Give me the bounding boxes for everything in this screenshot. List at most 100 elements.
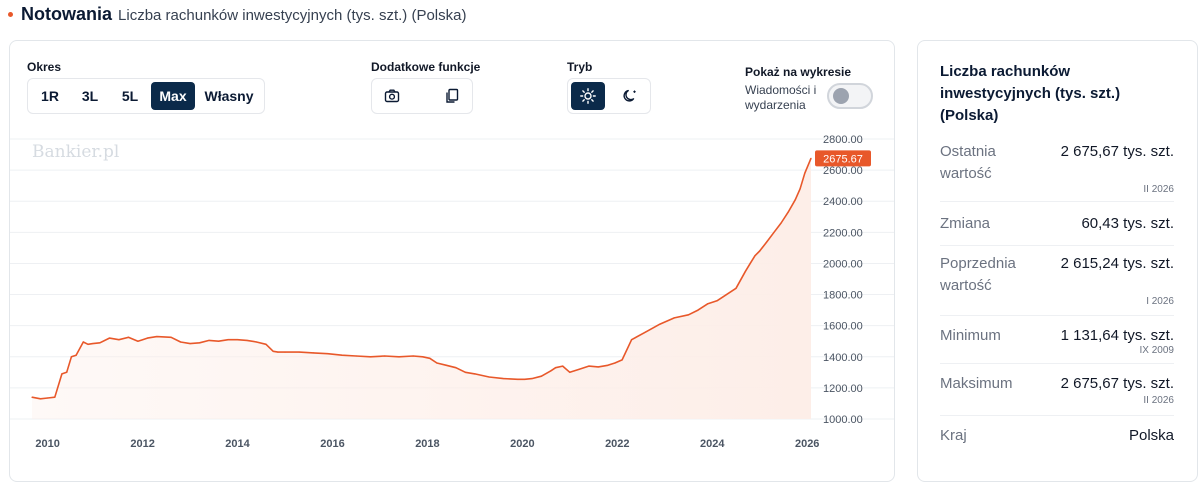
data-point [754, 255, 756, 257]
data-point [614, 362, 616, 364]
data-point [189, 342, 191, 345]
y-tick-label: 2400.00 [823, 196, 863, 208]
summary-row-country: Kraj Polska [940, 425, 1174, 455]
data-point [137, 340, 139, 342]
data-point [621, 359, 623, 361]
data-point [645, 331, 647, 333]
data-point [725, 293, 728, 296]
period-selector: 1R 3L 5L Max Własny [27, 78, 265, 114]
data-point [246, 339, 248, 342]
y-tick-label: 2000.00 [823, 258, 863, 270]
x-tick-label: 2010 [35, 438, 59, 450]
data-point [412, 355, 414, 357]
data-point [759, 250, 761, 252]
data-point [550, 370, 552, 372]
data-point [706, 303, 709, 305]
data-point [488, 376, 490, 378]
data-point [455, 367, 457, 369]
data-point [502, 377, 504, 380]
x-tick-label: 2014 [225, 438, 250, 450]
summary-label: Poprzednia wartość [940, 255, 1016, 294]
x-tick-label: 2024 [700, 438, 725, 450]
divider [940, 245, 1174, 246]
data-point [284, 351, 286, 353]
data-point [569, 371, 571, 373]
divider [940, 201, 1174, 202]
y-tick-label: 2600.00 [823, 165, 863, 177]
data-point [198, 342, 201, 344]
data-point [108, 337, 110, 339]
summary-label: Zmiana [940, 215, 991, 232]
summary-title: Liczba rachunków inwestycyjnych (tys. sz… [940, 63, 1121, 124]
data-point [799, 188, 801, 190]
data-point [555, 367, 557, 369]
y-tick-label: 1600.00 [823, 321, 863, 333]
toggle-knob [833, 88, 849, 104]
summary-period: I 2026 [1146, 296, 1174, 307]
chart-plot: Bankier.pl 2800.00 2600.00 2400.00 2200.00 2… [10, 134, 894, 450]
x-tick-label: 2020 [510, 438, 534, 450]
summary-value: 60,43 tys. szt. [1081, 215, 1174, 232]
y-tick-label: 1400.00 [823, 352, 863, 364]
summary-value: Polska [1128, 427, 1174, 444]
period-custom-button[interactable]: Własny [204, 88, 254, 104]
news-events-toggle[interactable] [827, 83, 873, 109]
y-tick-label: 2800.00 [823, 134, 863, 146]
data-point [208, 339, 210, 342]
data-point [398, 356, 400, 358]
x-tick-label: 2018 [415, 438, 439, 450]
data-point [355, 355, 357, 357]
summary-value: 1 131,64 tys. szt. [1060, 327, 1174, 344]
x-tick-label: 2012 [130, 438, 154, 450]
data-point [39, 398, 42, 400]
data-point [607, 364, 609, 366]
copy-icon[interactable] [435, 82, 469, 110]
period-max-button[interactable]: Max [151, 82, 195, 110]
data-point [146, 337, 148, 339]
data-point [327, 353, 329, 355]
data-point [531, 377, 533, 380]
sun-icon[interactable] [571, 82, 605, 110]
data-point [118, 339, 120, 341]
data-point [82, 341, 84, 343]
summary-label: Maksimum [940, 375, 1013, 392]
period-3l-button[interactable]: 3L [81, 88, 99, 104]
data-point [474, 373, 476, 375]
x-tick-label: 2016 [320, 438, 344, 450]
data-point [298, 351, 300, 353]
summary-row-change: Zmiana 60,43 tys. szt. [940, 213, 1174, 243]
moon-icon[interactable] [613, 82, 647, 110]
data-point [92, 342, 94, 345]
summary-period: II 2026 [1143, 395, 1174, 406]
data-point [142, 339, 144, 341]
x-tick-label: 2026 [795, 438, 819, 450]
summary-card: Liczba rachunków inwestycyjnych (tys. sz… [917, 40, 1198, 482]
mode-selector [567, 78, 651, 114]
mode-label: Tryb [567, 60, 593, 74]
summary-row-previous: Poprzednia wartość 2 615,24 tys. szt. I … [940, 253, 1174, 313]
data-point [436, 362, 438, 364]
data-point [630, 339, 633, 341]
data-point [766, 241, 768, 243]
data-point [562, 365, 564, 367]
period-1r-button[interactable]: 1R [41, 88, 59, 104]
data-point [673, 317, 675, 319]
data-point [429, 357, 431, 359]
data-point [810, 157, 812, 159]
data-point [312, 352, 315, 354]
data-point [277, 351, 279, 353]
data-point [697, 309, 699, 311]
period-5l-button[interactable]: 5L [121, 88, 139, 104]
summary-value: 2 675,67 tys. szt. [1060, 375, 1174, 392]
y-tick-label: 1200.00 [823, 383, 863, 395]
y-tick-label: 1800.00 [823, 290, 863, 302]
data-point [61, 373, 63, 375]
y-tick-label: 1000.00 [823, 414, 863, 426]
data-point [66, 371, 68, 373]
data-point [87, 343, 89, 345]
extra-functions-group [371, 78, 473, 114]
summary-label: Kraj [940, 427, 967, 444]
camera-icon[interactable] [375, 82, 409, 110]
summary-period: II 2026 [1143, 184, 1174, 195]
data-point [787, 211, 789, 213]
